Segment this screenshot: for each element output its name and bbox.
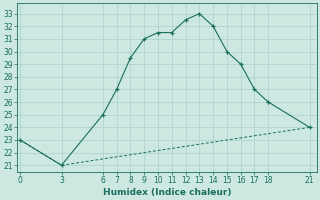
X-axis label: Humidex (Indice chaleur): Humidex (Indice chaleur)	[103, 188, 231, 197]
